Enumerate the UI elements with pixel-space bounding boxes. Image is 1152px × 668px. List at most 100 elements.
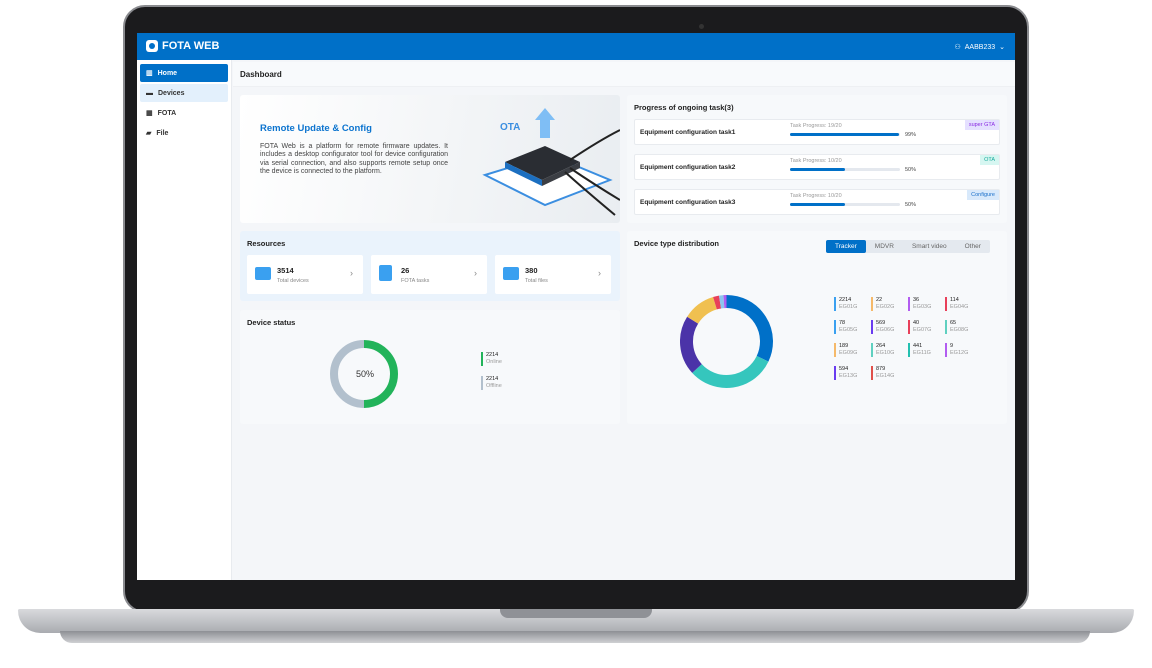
- label: EG03G: [913, 304, 932, 310]
- document-icon: [379, 265, 392, 281]
- label: File: [156, 129, 169, 137]
- resource-fota-tasks[interactable]: 26 FOTA tasks ›: [371, 255, 487, 294]
- label: Devices: [158, 89, 185, 97]
- user-icon: ⚇: [954, 44, 961, 51]
- camera: [699, 24, 704, 29]
- legend-item: 9 EG12G: [945, 343, 968, 357]
- label: EG13G: [839, 373, 858, 379]
- legend-item: 879 EG14G: [871, 366, 894, 380]
- folder-icon: [503, 267, 519, 280]
- task-progress-label: Task Progress: 10/20: [790, 158, 842, 164]
- value: 2214: [486, 376, 499, 382]
- label: Online: [486, 359, 502, 365]
- top-header: FOTA WEB ⚇ AABB233 ⌄: [137, 33, 1015, 60]
- value: 569: [876, 320, 886, 326]
- label: EG06G: [876, 327, 895, 333]
- laptop-base-bottom: [60, 631, 1090, 643]
- label: EG08G: [950, 327, 969, 333]
- donut-segment: [680, 316, 703, 373]
- tab-mdvr[interactable]: MDVR: [874, 243, 894, 250]
- value: 26: [401, 266, 410, 275]
- progress-fill: [790, 133, 899, 136]
- task-row[interactable]: Equipment configuration task2 Task Progr…: [634, 154, 1000, 180]
- task-tag: OTA: [980, 155, 999, 165]
- legend-item: 78 EG05G: [834, 320, 857, 334]
- sidebar-item-devices[interactable]: ▬ Devices: [140, 84, 228, 102]
- progress-fill: [790, 203, 845, 206]
- page-title: Dashboard: [233, 62, 1015, 87]
- logo-icon: [146, 40, 158, 52]
- donut-segment: [687, 296, 718, 324]
- task-progress-label: Task Progress: 19/20: [790, 123, 842, 129]
- legend-item: 36 EG03G: [908, 297, 931, 311]
- banner: Remote Update & Config FOTA Web is a pla…: [240, 95, 620, 223]
- sidebar-item-file[interactable]: ▰ File: [140, 124, 228, 142]
- label: EG12G: [950, 350, 969, 356]
- resource-total-devices[interactable]: 3514 Total devices ›: [247, 255, 363, 294]
- value: 36: [913, 297, 920, 303]
- value: 22: [876, 297, 883, 303]
- laptop-notch: [500, 609, 652, 618]
- value: 380: [525, 266, 538, 275]
- tasks-title: Progress of ongoing task(3): [634, 103, 734, 112]
- progress-fill: [790, 168, 845, 171]
- task-percent: 50%: [905, 202, 917, 208]
- banner-title: Remote Update & Config: [260, 123, 372, 134]
- legend-item: 441 EG11G: [908, 343, 931, 357]
- sidebar-item-fota[interactable]: ▦ FOTA: [140, 104, 228, 122]
- bar-chart-icon: ▥: [146, 70, 153, 77]
- task-progress-bar: [790, 133, 900, 136]
- chevron-right-icon: ›: [474, 268, 477, 278]
- resources-card: Resources 3514 Total devices › 26 FOTA task…: [240, 231, 620, 301]
- resource-total-files[interactable]: 380 Total files ›: [495, 255, 611, 294]
- donut-segment: [330, 340, 365, 408]
- folder-icon: ▰: [146, 130, 152, 137]
- task-name: Equipment configuration task2: [640, 164, 736, 171]
- chevron-right-icon: ›: [598, 268, 601, 278]
- legend-online: 2214 Online: [481, 352, 502, 366]
- sidebar: ▥ Home ▬ Devices ▦ FOTA ▰ File: [137, 60, 232, 580]
- chevron-down-icon: ⌄: [999, 44, 1005, 51]
- label: FOTA tasks: [401, 278, 430, 284]
- label: EG01G: [839, 304, 858, 310]
- value: 2214: [839, 297, 852, 303]
- sidebar-item-home[interactable]: ▥ Home: [140, 64, 228, 82]
- task-row[interactable]: Equipment configuration task1 Task Progr…: [634, 119, 1000, 145]
- device-type-donut: [680, 295, 773, 388]
- legend-item: 569 EG06G: [871, 320, 894, 334]
- label: Total files: [525, 278, 548, 284]
- label: EG02G: [876, 304, 895, 310]
- label: EG10G: [876, 350, 895, 356]
- task-name: Equipment configuration task3: [640, 199, 736, 206]
- device-type-tabs: Tracker MDVR Smart video Other: [826, 240, 990, 253]
- legend-item: 189 EG09G: [834, 343, 857, 357]
- value: 264: [876, 343, 886, 349]
- value: 65: [950, 320, 957, 326]
- device-status-card: Device status 50% 2214 Online 2214 Offline: [240, 310, 620, 424]
- value: 78: [839, 320, 846, 326]
- task-row[interactable]: Equipment configuration task3 Task Progr…: [634, 189, 1000, 215]
- user-menu[interactable]: ⚇ AABB233 ⌄: [954, 43, 1005, 52]
- label: EG09G: [839, 350, 858, 356]
- value: 114: [950, 297, 959, 303]
- ota-device-illustration: OTA: [482, 108, 620, 216]
- tab-other[interactable]: Other: [964, 243, 981, 250]
- device-status-donut: [330, 340, 398, 408]
- banner-text: FOTA Web is a platform for remote firmwa…: [260, 143, 448, 175]
- label: Home: [157, 69, 178, 77]
- tab-tracker[interactable]: Tracker: [826, 240, 866, 253]
- value: 40: [913, 320, 920, 326]
- tab-smart-video[interactable]: Smart video: [911, 243, 947, 250]
- donut-segment: [726, 295, 773, 362]
- task-tag: super GTA: [964, 120, 999, 130]
- donut-segment: [363, 340, 398, 408]
- legend-item: 65 EG08G: [945, 320, 968, 334]
- brand: FOTA WEB: [162, 40, 220, 52]
- value: 441: [913, 343, 923, 349]
- label: Offline: [486, 383, 502, 389]
- device-icon: ▬: [146, 89, 153, 97]
- legend-item: 594 EG13G: [834, 366, 857, 380]
- value: 189: [839, 343, 849, 349]
- resources-title: Resources: [247, 239, 286, 248]
- label: FOTA: [157, 109, 177, 117]
